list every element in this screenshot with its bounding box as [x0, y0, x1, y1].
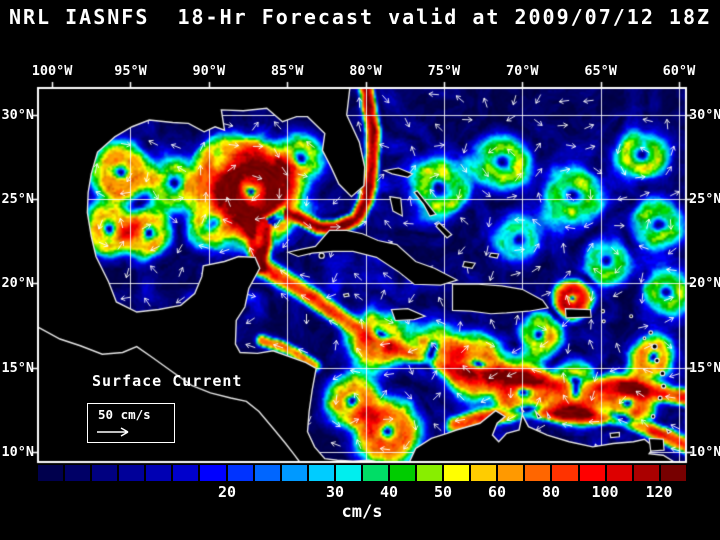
colorbar-tick-label: 60: [487, 483, 507, 501]
colorbar-cell: [227, 465, 253, 481]
colorbar-cell: [308, 465, 334, 481]
page-title: NRL IASNFS 18-Hr Forecast valid at 2009/…: [8, 5, 712, 29]
colorbar-cell: [579, 465, 605, 481]
colorbar-cell: [606, 465, 632, 481]
colorbar-cell: [281, 465, 307, 481]
colorbar-cell: [200, 465, 226, 481]
colorbar-cell: [254, 465, 280, 481]
colorbar-cell: [633, 465, 659, 481]
colorbar-tick-label: 30: [325, 483, 345, 501]
colorbar-cell: [498, 465, 524, 481]
colorbar-tick-label: 20: [217, 483, 237, 501]
colorbar-cell: [65, 465, 91, 481]
colorbar-cell: [390, 465, 416, 481]
colorbar-cell: [444, 465, 470, 481]
colorbar-tick-label: 80: [541, 483, 561, 501]
colorbar-cell: [362, 465, 389, 481]
colorbar-cell: [471, 465, 497, 481]
colorbar-tick-label: 40: [379, 483, 399, 501]
colorbar-cell: [146, 465, 172, 481]
colorbar-tick-labels: 20 30 40 50 60 80 100 120: [38, 483, 686, 501]
colorbar-cell: [552, 465, 578, 481]
colorbar-cell: [417, 465, 443, 481]
colorbar-cell: [173, 465, 199, 481]
colorbar-unit: cm/s: [341, 502, 383, 522]
colorbar-tick-label: 120: [645, 483, 673, 501]
colorbar-cell: [38, 465, 64, 481]
colorbar-cell: [660, 465, 686, 481]
colorbar-tick-label: 50: [433, 483, 453, 501]
colorbar-cell: [335, 465, 361, 481]
colorbar-cell: [525, 465, 551, 481]
colorbar: [38, 465, 686, 481]
colorbar-cell: [92, 465, 118, 481]
scale-value-label: 50 cm/s: [98, 407, 151, 422]
current-scale-legend: 50 cm/s: [87, 403, 175, 443]
scale-arrow-icon: [97, 427, 129, 437]
colorbar-tick-label: 100: [591, 483, 619, 501]
colorbar-cell: [119, 465, 145, 481]
surface-current-label: Surface Current: [92, 372, 243, 390]
